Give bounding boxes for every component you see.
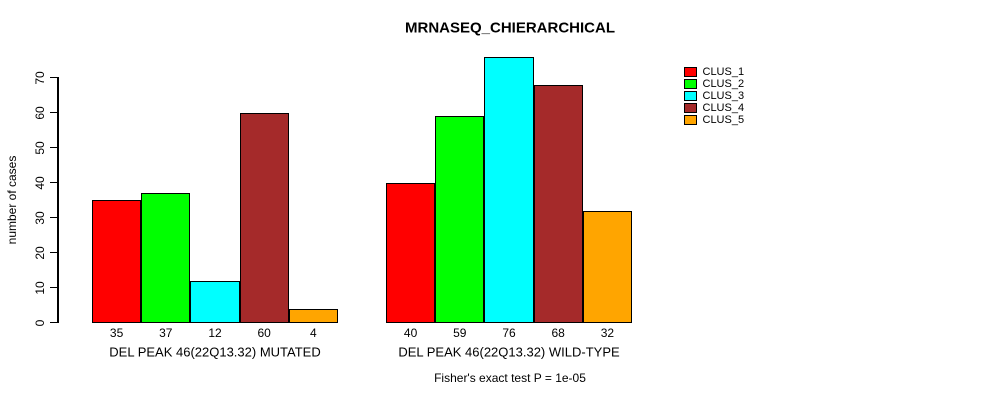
y-axis-tick-label: 70 [33,70,47,85]
bar [288,308,338,323]
y-axis-tick-label: 30 [33,210,47,225]
bar-value-label: 76 [502,325,516,340]
bar-value-label: 35 [109,325,124,340]
legend-item: CLUS_1 [684,66,744,78]
legend-label: CLUS_4 [702,102,745,114]
chart-title: MRNASEQ_CHIERARCHICAL [404,19,616,37]
y-axis-tick-label: 0 [33,319,47,326]
fisher-test-annotation: Fisher's exact test P = 1e-05 [434,371,586,385]
legend-item: CLUS_5 [684,114,744,126]
bar [484,56,534,323]
bar-value-label: 12 [208,325,222,340]
bar-value-label: 59 [453,325,467,340]
legend-item: CLUS_2 [684,78,744,90]
y-axis-tick [50,216,57,219]
bar [141,193,191,323]
y-axis-tick [50,321,57,324]
y-axis-tick-label: 20 [33,245,47,260]
bar [582,210,632,323]
legend-swatch [684,78,697,90]
y-axis-tick-label: 60 [33,105,47,120]
legend-swatch [684,66,697,78]
y-axis-tick-label: 50 [33,140,47,155]
bar [386,182,436,323]
bar-value-label: 68 [551,325,565,340]
legend: CLUS_1 CLUS_2 CLUS_3 CLUS_4 CLUS_5 [684,66,744,126]
y-axis-line [57,76,59,324]
bar [92,200,142,323]
y-axis-tick [50,146,57,149]
bar-value-label: 40 [403,325,418,340]
legend-item: CLUS_3 [684,90,744,102]
bar-value-label: 32 [600,325,615,340]
y-axis-tick [50,76,57,79]
y-axis-tick-label: 10 [33,280,47,295]
group-label: DEL PEAK 46(22Q13.32) WILD-TYPE [398,344,620,359]
bar-value-label: 60 [257,325,271,340]
legend-label: CLUS_1 [702,66,745,78]
legend-label: CLUS_5 [702,114,745,126]
y-axis-tick [50,251,57,254]
legend-item: CLUS_4 [684,102,744,114]
y-axis-tick [50,286,57,289]
legend-label: CLUS_2 [702,78,745,90]
legend-swatch [684,114,697,126]
bar [435,116,485,323]
bar [239,112,289,323]
bar [533,84,583,323]
y-axis-tick-label: 40 [33,175,47,190]
bar-value-label: 37 [159,325,173,340]
legend-label: CLUS_3 [702,90,745,102]
y-axis-tick [50,111,57,114]
group-label: DEL PEAK 46(22Q13.32) MUTATED [109,344,321,359]
bar-value-label: 4 [310,325,317,340]
legend-swatch [684,102,697,114]
bar [190,280,240,323]
legend-swatch [684,90,697,102]
y-axis-tick [50,181,57,184]
